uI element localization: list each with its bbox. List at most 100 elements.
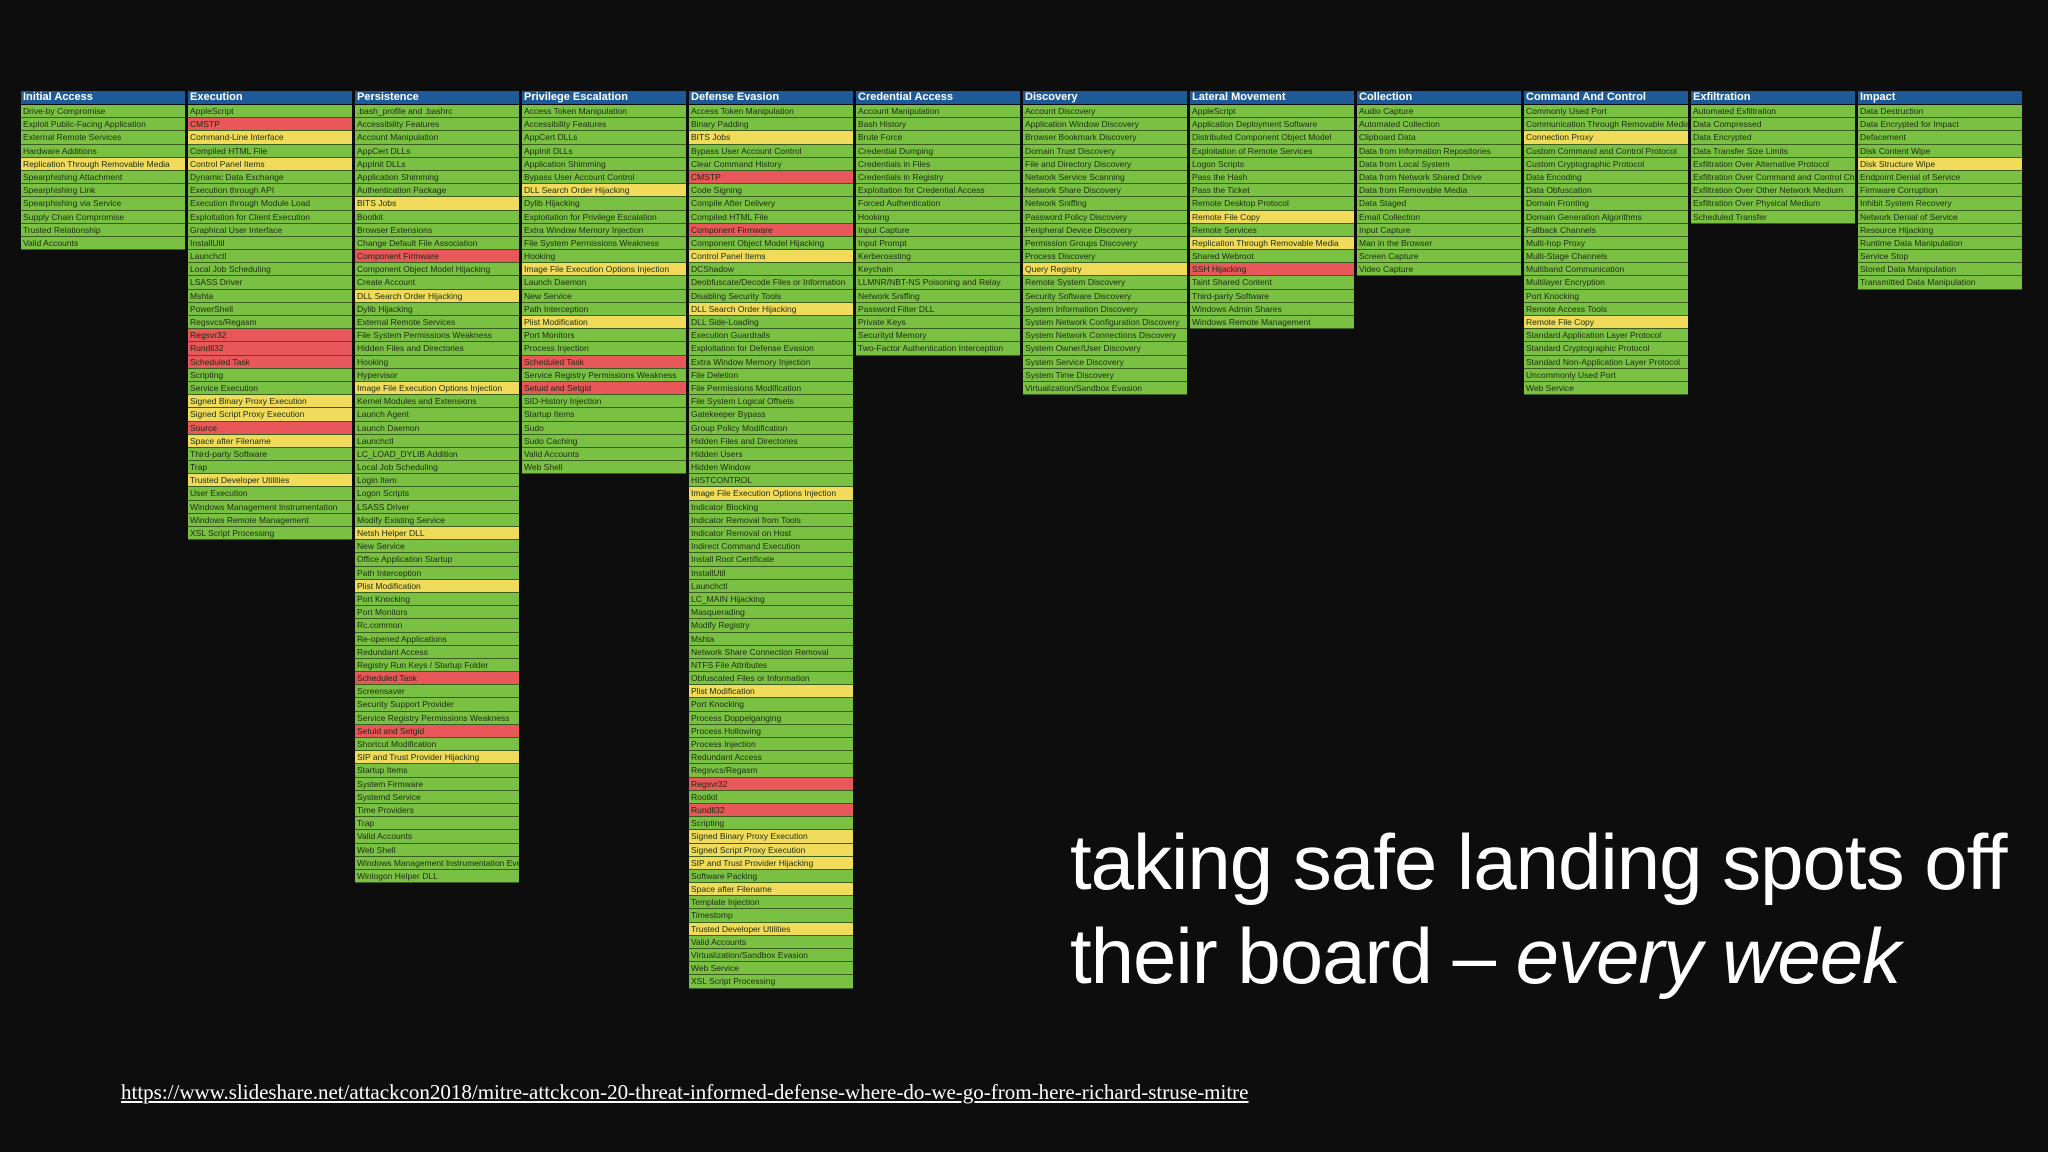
technique-cell: Exploitation of Remote Services	[1190, 144, 1354, 158]
technique-cell: Disk Structure Wipe	[1858, 157, 2022, 171]
technique-cell: Shared Webroot	[1190, 250, 1354, 264]
technique-cell: LLMNR/NBT-NS Poisoning and Relay	[856, 276, 1020, 290]
technique-cell: Indicator Removal on Host	[689, 527, 853, 541]
technique-cell: External Remote Services	[355, 316, 519, 330]
technique-cell: Launchctl	[689, 579, 853, 593]
technique-cell: Indicator Removal from Tools	[689, 513, 853, 527]
technique-cell: Exfiltration Over Physical Medium	[1691, 197, 1855, 211]
tactic-column-lateral-movement: Lateral Movement AppleScript Application D…	[1190, 91, 1354, 330]
technique-cell: Screensaver	[355, 685, 519, 699]
technique-cell: LC_LOAD_DYLIB Addition	[355, 447, 519, 462]
technique-cell: Service Stop	[1858, 250, 2022, 264]
technique-cell: Obfuscated Files or Information	[689, 672, 853, 686]
tactic-column-privilege-escalation: Privilege Escalation Access Token Manipul…	[522, 91, 686, 475]
technique-cell: Template Injection	[689, 896, 853, 910]
tactic-header: Defense Evasion	[689, 91, 853, 105]
technique-cell: LSASS Driver	[188, 276, 352, 290]
technique-cell: Password Filter DLL	[856, 302, 1020, 316]
technique-cell: Scripting	[188, 368, 352, 382]
technique-cell: Remote System Discovery	[1023, 276, 1187, 290]
technique-cell: Valid Accounts	[522, 447, 686, 462]
technique-cell: Two-Factor Authentication Interception	[856, 342, 1020, 356]
technique-cell: SIP and Trust Provider Hijacking	[355, 751, 519, 765]
technique-cell: Custom Cryptographic Protocol	[1524, 157, 1688, 171]
technique-cell: Signed Script Proxy Execution	[689, 843, 853, 857]
technique-cell: Startup Items	[522, 408, 686, 422]
technique-cell: AppInit DLLs	[355, 157, 519, 171]
technique-cell: Space after Filename	[689, 883, 853, 897]
technique-cell: Component Firmware	[355, 250, 519, 264]
technique-cell: Application Shimming	[522, 157, 686, 171]
technique-cell: Data Staged	[1357, 197, 1521, 211]
technique-cell: Indirect Command Execution	[689, 540, 853, 554]
technique-cell: Service Registry Permissions Weakness	[522, 368, 686, 382]
technique-cell: Network Service Scanning	[1023, 170, 1187, 185]
technique-cell: Standard Cryptographic Protocol	[1524, 342, 1688, 356]
technique-cell: Web Service	[689, 962, 853, 976]
technique-cell: Web Shell	[355, 843, 519, 857]
tactic-column-persistence: Persistence .bash_profile and .bashrc Acce…	[355, 91, 519, 884]
technique-cell: NTFS File Attributes	[689, 658, 853, 673]
technique-cell: Control Panel Items	[689, 250, 853, 264]
technique-cell: Launch Daemon	[522, 276, 686, 290]
technique-cell: Modify Registry	[689, 619, 853, 633]
technique-cell: Code Signing	[689, 184, 853, 198]
technique-cell: Bash History	[856, 118, 1020, 132]
technique-cell: Multi-Stage Channels	[1524, 250, 1688, 264]
technique-cell: Network Share Connection Removal	[689, 645, 853, 659]
technique-cell: Data from Removable Media	[1357, 184, 1521, 198]
technique-cell: System Owner/User Discovery	[1023, 342, 1187, 356]
technique-cell: Permission Groups Discovery	[1023, 236, 1187, 251]
source-link[interactable]: https://www.slideshare.net/attackcon2018…	[121, 1080, 1249, 1104]
technique-cell: Hidden Files and Directories	[689, 434, 853, 448]
technique-cell: Kerberoasting	[856, 250, 1020, 264]
technique-cell: Custom Command and Control Protocol	[1524, 144, 1688, 158]
technique-cell: Execution through API	[188, 184, 352, 198]
technique-cell: Automated Exfiltration	[1691, 105, 1855, 119]
technique-cell: Compile After Delivery	[689, 197, 853, 211]
technique-cell: Exfiltration Over Alternative Protocol	[1691, 157, 1855, 171]
technique-cell: Fallback Channels	[1524, 223, 1688, 237]
technique-cell: Security Support Provider	[355, 698, 519, 712]
technique-cell: Rc.common	[355, 619, 519, 633]
technique-cell: Account Discovery	[1023, 105, 1187, 119]
technique-cell: Netsh Helper DLL	[355, 527, 519, 541]
technique-cell: Redundant Access	[355, 645, 519, 659]
technique-cell: User Execution	[188, 487, 352, 501]
technique-cell: Deobfuscate/Decode Files or Information	[689, 276, 853, 290]
tactic-header: Discovery	[1023, 91, 1187, 105]
technique-cell: Regsvcs/Regasm	[689, 764, 853, 778]
technique-cell: CMSTP	[188, 118, 352, 132]
technique-cell: Login Item	[355, 474, 519, 488]
technique-cell: Signed Script Proxy Execution	[188, 408, 352, 422]
technique-cell: Stored Data Manipulation	[1858, 263, 2022, 277]
technique-cell: AppleScript	[188, 105, 352, 119]
technique-cell: Third-party Software	[188, 447, 352, 462]
technique-cell: Exfiltration Over Other Network Medium	[1691, 184, 1855, 198]
technique-cell: Mshta	[188, 289, 352, 303]
technique-cell: Brute Force	[856, 131, 1020, 145]
technique-cell: Inhibit System Recovery	[1858, 197, 2022, 211]
technique-cell: XSL Script Processing	[188, 527, 352, 541]
tactic-header: Exfiltration	[1691, 91, 1855, 105]
technique-cell: Install Root Certificate	[689, 553, 853, 567]
technique-cell: Rundll32	[689, 803, 853, 818]
technique-cell: Launch Agent	[355, 408, 519, 422]
technique-cell: Pass the Ticket	[1190, 184, 1354, 198]
technique-cell: Software Packing	[689, 869, 853, 884]
technique-cell: Modify Existing Service	[355, 513, 519, 527]
technique-cell: Application Shimming	[355, 170, 519, 185]
technique-cell: Binary Padding	[689, 118, 853, 132]
technique-cell: Extra Window Memory Injection	[689, 355, 853, 369]
technique-cell: Supply Chain Compromise	[21, 210, 185, 224]
technique-cell: .bash_profile and .bashrc	[355, 105, 519, 119]
technique-cell: XSL Script Processing	[689, 975, 853, 989]
technique-cell: Web Shell	[522, 461, 686, 475]
technique-cell: Signed Binary Proxy Execution	[188, 395, 352, 409]
technique-cell: System Network Configuration Discovery	[1023, 316, 1187, 330]
technique-cell: Exploitation for Privilege Escalation	[522, 210, 686, 224]
technique-cell: Compiled HTML File	[689, 210, 853, 224]
technique-cell: Port Knocking	[1524, 289, 1688, 303]
technique-cell: Execution through Module Load	[188, 197, 352, 211]
technique-cell: Service Execution	[188, 381, 352, 396]
